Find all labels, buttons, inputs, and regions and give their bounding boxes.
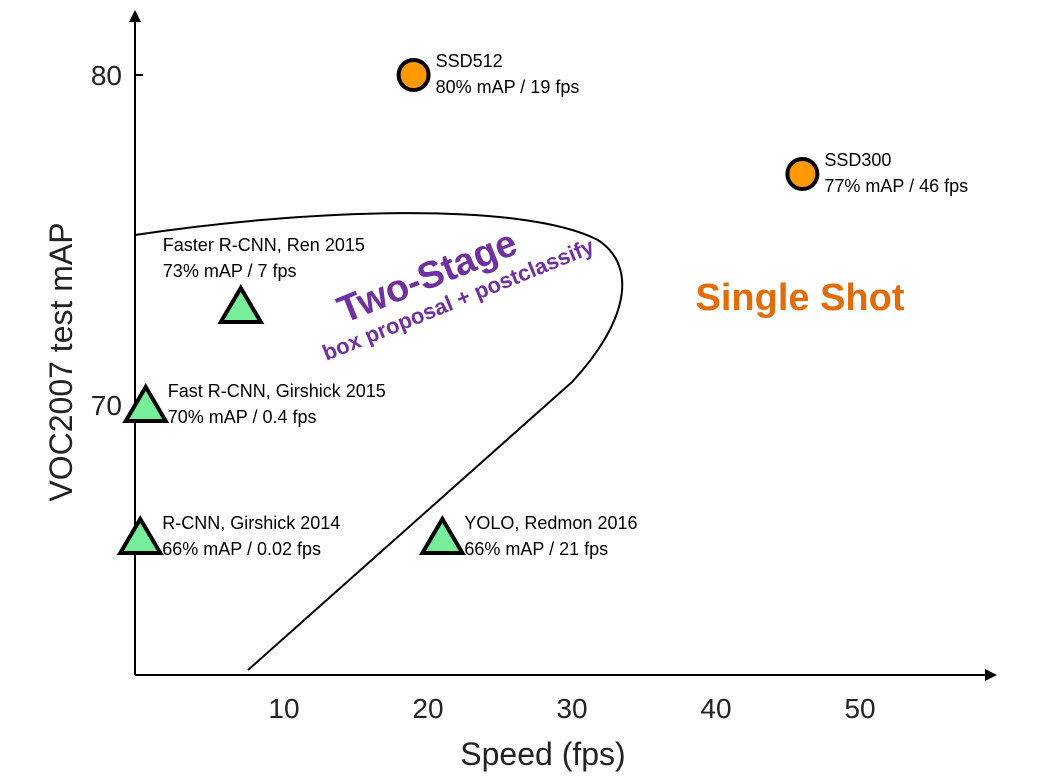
point-name-label: Fast R-CNN, Girshick 2015: [168, 381, 386, 401]
point-name-label: Faster R-CNN, Ren 2015: [163, 235, 365, 255]
x-tick-label: 40: [700, 693, 731, 724]
data-point-triangle: [418, 515, 466, 555]
x-axis-label: Speed (fps): [460, 736, 625, 772]
point-detail-label: 80% mAP / 19 fps: [436, 77, 580, 97]
data-point-circle: [396, 58, 431, 92]
data-point-triangle: [217, 284, 265, 324]
two-stage-boundary: [134, 212, 624, 671]
y-tick-label: 80: [91, 60, 122, 91]
data-point-triangle: [122, 383, 170, 423]
point-name-label: R-CNN, Girshick 2014: [162, 513, 340, 533]
y-tick-label: 70: [91, 390, 122, 421]
x-tick-label: 20: [412, 693, 443, 724]
point-detail-label: 77% mAP / 46 fps: [824, 176, 968, 196]
data-point-circle: [785, 157, 820, 191]
point-name-label: SSD300: [824, 150, 891, 170]
x-tick-label: 50: [844, 693, 875, 724]
point-detail-label: 66% mAP / 21 fps: [464, 539, 608, 559]
point-detail-label: 70% mAP / 0.4 fps: [168, 407, 317, 427]
y-axis-label: VOC2007 test mAP: [43, 222, 79, 501]
data-point-triangle: [116, 515, 164, 555]
single-shot-label: Single Shot: [696, 277, 905, 319]
point-detail-label: 66% mAP / 0.02 fps: [162, 539, 321, 559]
point-name-label: SSD512: [436, 51, 503, 71]
x-tick-label: 10: [268, 693, 299, 724]
x-tick-label: 30: [556, 693, 587, 724]
point-name-label: YOLO, Redmon 2016: [464, 513, 637, 533]
point-detail-label: 73% mAP / 7 fps: [163, 261, 297, 281]
